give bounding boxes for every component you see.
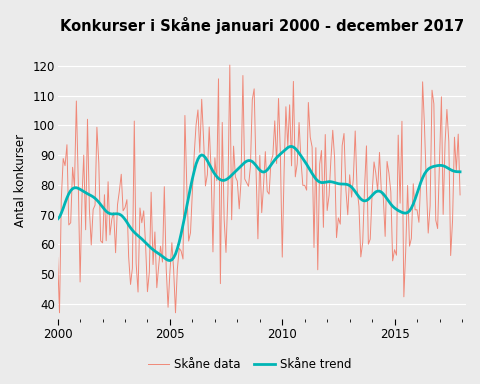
Title: Konkurser i Skåne januari 2000 - december 2017: Konkurser i Skåne januari 2000 - decembe… xyxy=(60,17,464,34)
Line: Skåne data: Skåne data xyxy=(58,65,460,313)
Legend: Skåne data, Skåne trend: Skåne data, Skåne trend xyxy=(143,354,356,376)
Line: Skåne trend: Skåne trend xyxy=(58,146,460,261)
Y-axis label: Antal konkurser: Antal konkurser xyxy=(14,134,27,227)
